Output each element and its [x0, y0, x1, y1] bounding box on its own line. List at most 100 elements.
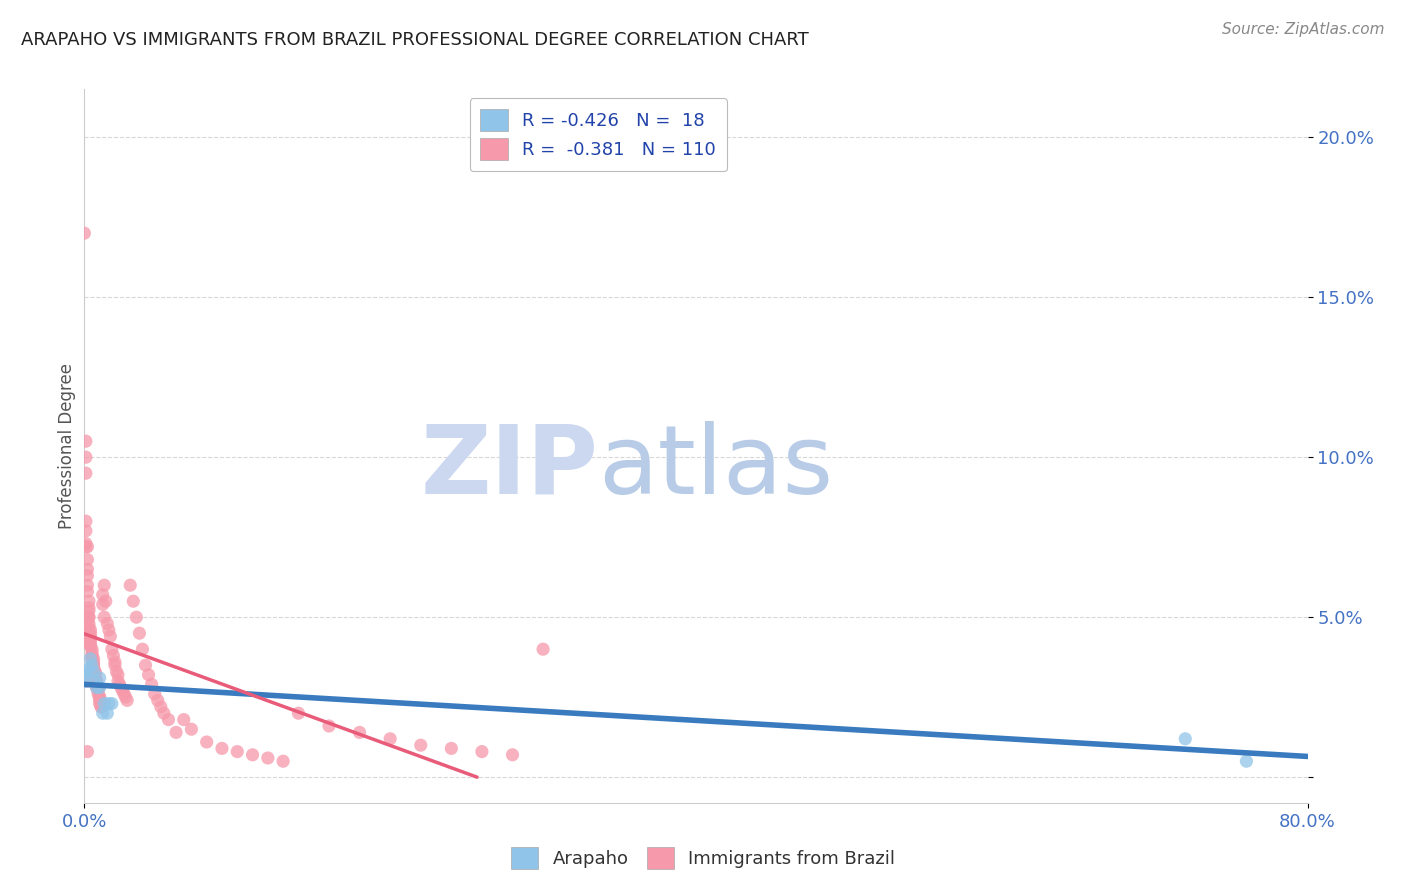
Point [76, 578, 98, 592]
Point [79, 639, 101, 653]
Point [83, 658, 105, 673]
Point [84, 665, 107, 679]
Point [90, 699, 112, 714]
Point [87, 687, 110, 701]
Point [93, 578, 115, 592]
Point [111, 683, 134, 698]
Point [77, 594, 100, 608]
Point [122, 594, 145, 608]
Point [87, 681, 110, 695]
Point [112, 687, 135, 701]
Point [75, 450, 97, 465]
Point [94, 594, 117, 608]
Point [440, 741, 463, 756]
Point [97, 697, 120, 711]
Point [153, 706, 176, 721]
Point [86, 674, 108, 689]
Point [80, 652, 103, 666]
Point [271, 754, 294, 768]
Point [75, 540, 97, 554]
Point [80, 658, 103, 673]
Point [471, 745, 494, 759]
Point [90, 699, 112, 714]
Point [75, 514, 97, 528]
Point [86, 681, 108, 695]
Point [76, 552, 98, 566]
Point [349, 725, 371, 739]
Point [120, 578, 142, 592]
Point [76, 584, 98, 599]
Point [79, 623, 101, 637]
Point [89, 693, 111, 707]
Point [135, 658, 157, 673]
Point [531, 642, 554, 657]
Point [110, 681, 132, 695]
Point [107, 668, 129, 682]
Point [76, 745, 98, 759]
Point [77, 620, 100, 634]
Point [76, 665, 98, 679]
Point [83, 665, 105, 679]
Point [76, 540, 98, 554]
Point [86, 681, 108, 695]
Point [105, 665, 128, 679]
Point [77, 661, 100, 675]
Point [1174, 731, 1197, 746]
Point [96, 706, 118, 721]
Point [180, 722, 202, 736]
Point [157, 713, 180, 727]
Point [91, 598, 114, 612]
Point [146, 693, 169, 707]
Point [89, 697, 111, 711]
Point [115, 693, 138, 707]
Point [75, 524, 97, 538]
Point [93, 610, 115, 624]
Point [84, 674, 107, 689]
Point [131, 642, 153, 657]
Y-axis label: Professional Degree: Professional Degree [58, 363, 76, 529]
Point [149, 699, 172, 714]
Point [75, 466, 97, 480]
Point [318, 719, 340, 733]
Point [83, 655, 105, 669]
Point [80, 645, 103, 659]
Point [103, 648, 125, 663]
Point [89, 690, 111, 705]
Point [84, 668, 107, 682]
Point [104, 658, 127, 673]
Point [86, 674, 108, 689]
Point [77, 604, 100, 618]
Point [79, 652, 101, 666]
Text: ARAPAHO VS IMMIGRANTS FROM BRAZIL PROFESSIONAL DEGREE CORRELATION CHART: ARAPAHO VS IMMIGRANTS FROM BRAZIL PROFES… [21, 31, 808, 49]
Point [77, 610, 100, 624]
Point [502, 747, 524, 762]
Point [75, 536, 97, 550]
Point [83, 658, 105, 673]
Point [80, 642, 103, 657]
Point [104, 655, 127, 669]
Point [101, 697, 124, 711]
Point [114, 690, 136, 705]
Point [80, 648, 103, 663]
Text: ZIP: ZIP [420, 421, 598, 514]
Point [141, 677, 163, 691]
Point [89, 671, 111, 685]
Point [98, 629, 121, 643]
Text: Source: ZipAtlas.com: Source: ZipAtlas.com [1222, 22, 1385, 37]
Point [87, 683, 110, 698]
Point [125, 610, 148, 624]
Point [257, 751, 280, 765]
Point [79, 636, 101, 650]
Point [86, 677, 108, 691]
Point [83, 661, 105, 675]
Point [77, 610, 100, 624]
Point [107, 674, 129, 689]
Point [380, 731, 402, 746]
Legend: Arapaho, Immigrants from Brazil: Arapaho, Immigrants from Brazil [503, 839, 903, 876]
Point [84, 668, 107, 682]
Point [143, 687, 166, 701]
Point [89, 681, 111, 695]
Point [89, 690, 111, 705]
Point [80, 648, 103, 663]
Point [79, 626, 101, 640]
